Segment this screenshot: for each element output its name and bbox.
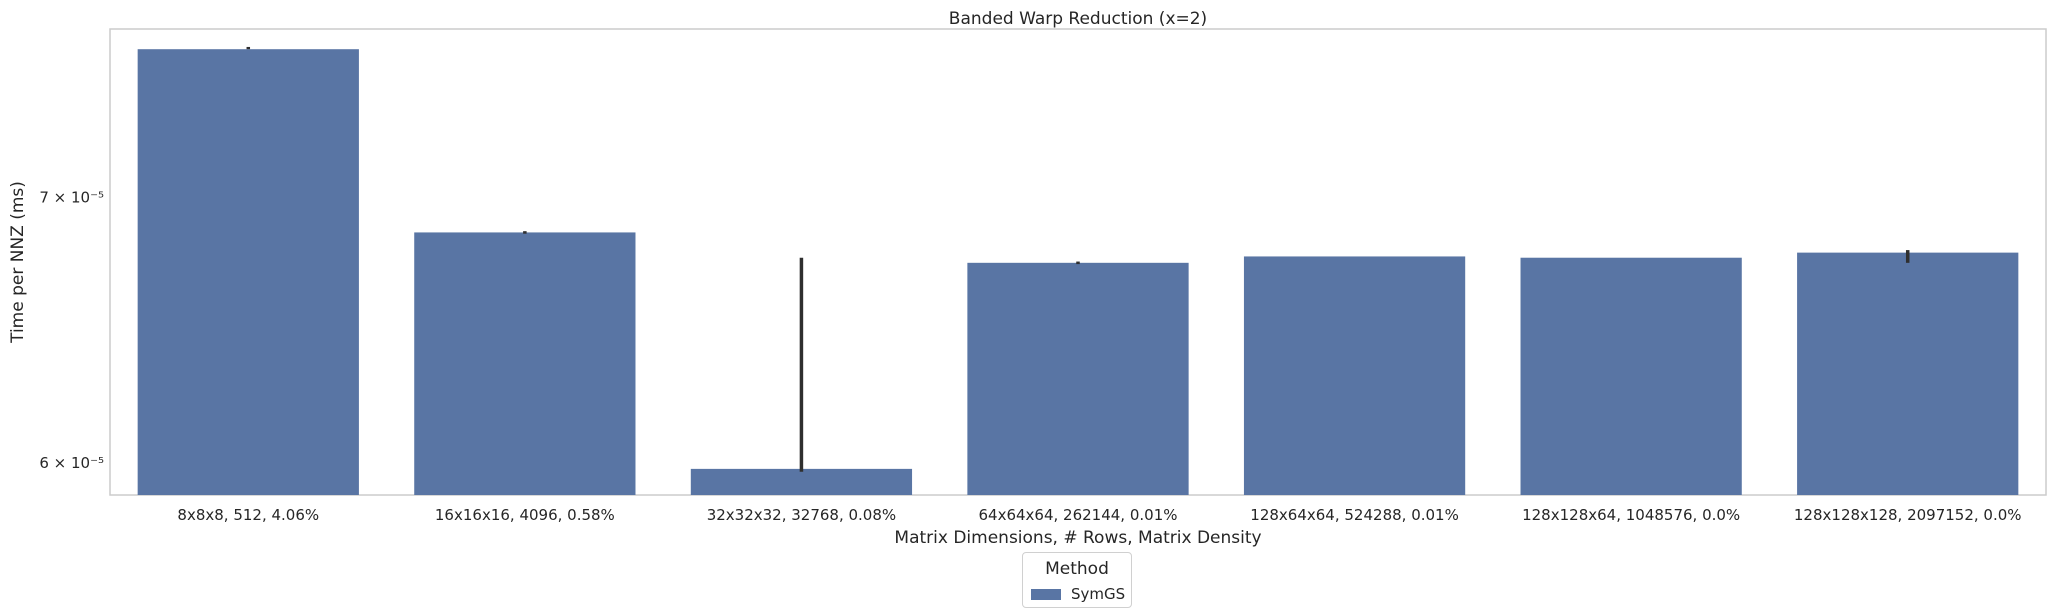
- bar-4: [1243, 256, 1466, 495]
- y-ticks-group: 6 × 10⁻⁵ 7 × 10⁻⁵: [39, 189, 104, 473]
- bar-0: [137, 49, 359, 496]
- y-tick-label-0: 6 × 10⁻⁵: [39, 454, 104, 472]
- x-ticks-group: 8x8x8, 512, 4.06% 16x16x16, 4096, 0.58% 32…: [177, 506, 2021, 524]
- bar-3: [967, 262, 1189, 495]
- legend-entry-symgs: SymGS: [1031, 585, 1125, 603]
- bar-6: [1797, 252, 2019, 495]
- bar-1: [414, 232, 636, 496]
- bar-5: [1520, 257, 1742, 495]
- x-tick-label-0: 8x8x8, 512, 4.06%: [177, 506, 319, 524]
- x-tick-label-4: 128x64x64, 524288, 0.01%: [1250, 506, 1459, 524]
- y-axis-label: Time per NNZ (ms): [8, 181, 28, 344]
- x-tick-label-3: 64x64x64, 262144, 0.01%: [979, 506, 1178, 524]
- y-tick-label-1: 7 × 10⁻⁵: [39, 189, 104, 207]
- legend-swatch: [1031, 588, 1061, 600]
- x-tick-label-2: 32x32x32, 32768, 0.08%: [707, 506, 896, 524]
- chart-title: Banded Warp Reduction (x=2): [949, 9, 1207, 29]
- x-tick-label-1: 16x16x16, 4096, 0.58%: [435, 506, 615, 524]
- x-tick-label-5: 128x128x64, 1048576, 0.0%: [1522, 506, 1740, 524]
- legend: Method SymGS: [1022, 552, 1132, 608]
- x-axis-label: Matrix Dimensions, # Rows, Matrix Densit…: [894, 528, 1261, 548]
- bar-2: [690, 468, 913, 495]
- legend-label: SymGS: [1071, 585, 1126, 603]
- x-tick-label-6: 128x128x128, 2097152, 0.0%: [1794, 506, 2022, 524]
- legend-title: Method: [1045, 559, 1109, 579]
- error-bars-group: [246, 46, 1910, 472]
- bars-group: [137, 49, 2019, 496]
